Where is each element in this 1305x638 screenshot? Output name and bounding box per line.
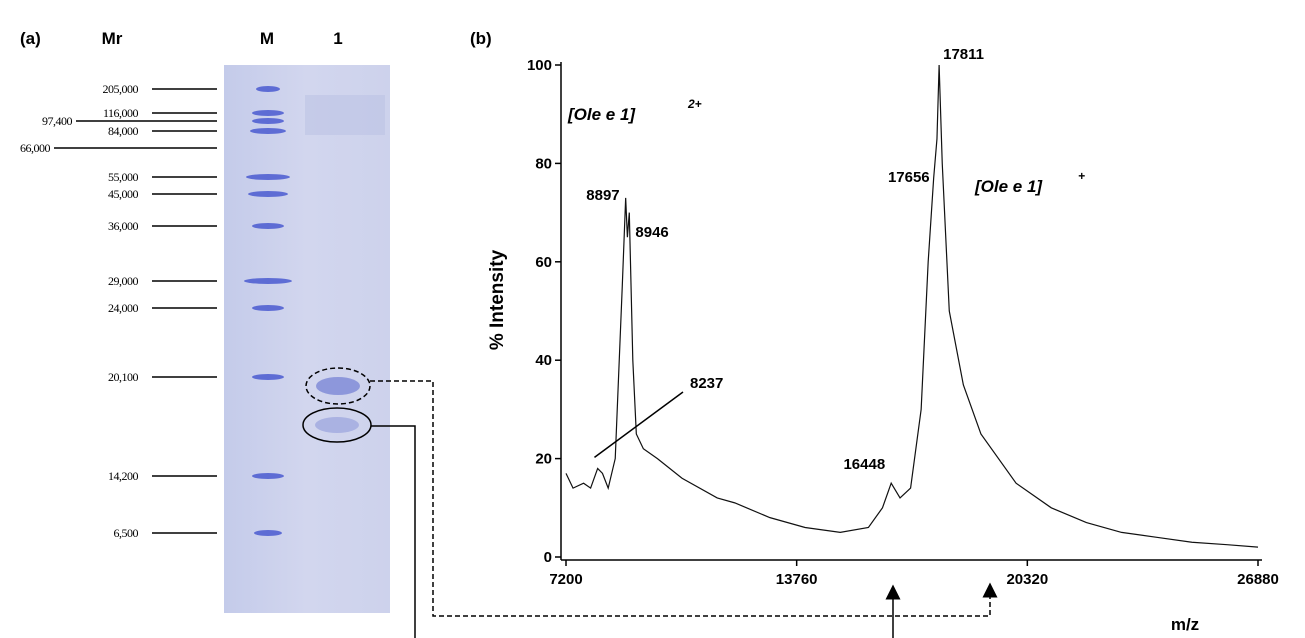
panel-label: (a): [20, 29, 41, 48]
marker-band: [244, 278, 292, 284]
figure: (a) Mr M 1 (b) % Intensity m/z 205,000 11…: [0, 0, 1305, 638]
y-tick-label: 20: [535, 451, 552, 468]
panel-label: (b): [470, 29, 492, 48]
marker-band: [252, 118, 284, 124]
marker-label: 29,000: [108, 274, 139, 288]
dashed-connector: [370, 381, 990, 616]
gel-smear: [305, 95, 385, 135]
ion-charge: +: [1078, 169, 1085, 183]
spectrum: [566, 65, 1258, 547]
marker-label: 45,000: [108, 187, 139, 201]
y-tick-label: 40: [535, 352, 552, 369]
x-tick-label: 26880: [1237, 571, 1279, 588]
marker-band: [252, 223, 284, 229]
leader-line: [594, 392, 683, 457]
marker-label: 97,400: [42, 114, 73, 128]
marker-label: 55,000: [108, 170, 139, 184]
lane-header: Mr: [102, 29, 123, 48]
peak-label: 17656: [888, 169, 930, 186]
peak-label: 8897: [586, 187, 619, 204]
marker-band: [250, 128, 286, 134]
marker-label: 14,200: [108, 469, 139, 483]
marker-band: [252, 473, 284, 479]
marker-band: [248, 191, 288, 197]
marker-label: 84,000: [108, 124, 139, 138]
x-tick-label: 20320: [1006, 571, 1048, 588]
marker-band: [252, 110, 284, 116]
marker-band: [256, 86, 280, 92]
ion-label: [Ole e 1]: [567, 105, 636, 124]
y-tick-label: 100: [527, 57, 552, 74]
marker-band: [254, 530, 282, 536]
marker-label: 116,000: [103, 106, 139, 120]
marker-label: 6,500: [114, 526, 139, 540]
marker-label: 205,000: [103, 82, 139, 96]
sample-band: [315, 417, 359, 433]
marker-label: 20,100: [108, 370, 139, 384]
peak-label: 8237: [690, 375, 723, 392]
lane-header: 1: [333, 29, 342, 48]
lane-header: M: [260, 29, 274, 48]
y-tick-label: 0: [544, 549, 552, 566]
y-axis-label: % Intensity: [487, 249, 508, 350]
x-axis-label: m/z: [1171, 615, 1199, 634]
y-tick-label: 80: [535, 155, 552, 172]
peak-label: 8946: [635, 224, 668, 241]
peak-label: 16448: [843, 456, 885, 473]
gel: [224, 65, 390, 613]
sample-band: [316, 377, 360, 395]
ion-label: [Ole e 1]: [974, 177, 1043, 196]
ion-charge: 2+: [687, 97, 702, 111]
marker-band: [252, 305, 284, 311]
marker-band: [252, 374, 284, 380]
marker-label: 36,000: [108, 219, 139, 233]
peak-label: 17811: [943, 46, 984, 63]
x-tick-label: 13760: [776, 571, 818, 588]
marker-label: 24,000: [108, 301, 139, 315]
marker-band: [246, 174, 290, 180]
y-tick-label: 60: [535, 254, 552, 271]
marker-label: 66,000: [20, 141, 51, 155]
x-tick-label: 7200: [549, 571, 582, 588]
